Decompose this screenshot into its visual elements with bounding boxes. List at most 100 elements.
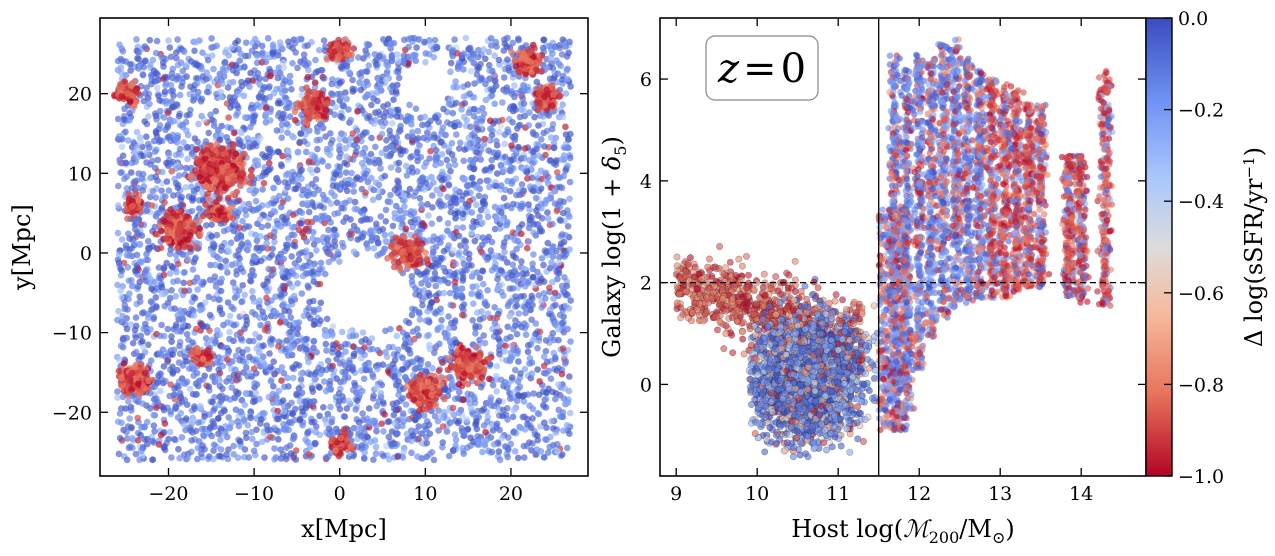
left-galaxy-point	[199, 189, 206, 197]
left-galaxy-point	[123, 428, 130, 436]
left-galaxy-point	[141, 423, 148, 431]
left-galaxy-point	[545, 112, 552, 119]
left-galaxy-point	[151, 278, 159, 286]
left-galaxy-point	[219, 80, 226, 87]
left-galaxy-point	[529, 265, 536, 273]
left-galaxy-point	[383, 152, 391, 159]
left-galaxy-point	[504, 381, 512, 389]
left-galaxy-point	[267, 363, 274, 371]
left-galaxy-point	[370, 120, 378, 127]
left-galaxy-point	[173, 55, 180, 62]
left-galaxy-point	[118, 143, 126, 151]
left-galaxy-point	[496, 456, 504, 464]
left-galaxy-point	[299, 272, 307, 280]
left-galaxy-point	[553, 367, 561, 374]
left-galaxy-point	[474, 433, 481, 440]
left-galaxy-point	[208, 116, 216, 124]
left-galaxy-point	[184, 155, 191, 163]
left-galaxy-point	[566, 373, 573, 380]
left-galaxy-point	[473, 71, 481, 78]
left-galaxy-point	[428, 173, 435, 181]
left-galaxy-point	[135, 170, 142, 177]
left-galaxy-point	[408, 311, 416, 319]
left-galaxy-point	[395, 57, 402, 65]
left-galaxy-point	[172, 180, 180, 187]
left-galaxy-point	[560, 395, 568, 402]
left-galaxy-point	[253, 206, 261, 213]
left-galaxy-point	[241, 446, 249, 453]
left-galaxy-point	[182, 164, 190, 172]
left-galaxy-point	[342, 89, 349, 96]
left-galaxy-point	[283, 444, 290, 452]
left-galaxy-point	[510, 103, 518, 111]
left-galaxy-point	[546, 75, 554, 82]
left-galaxy-point	[488, 156, 496, 164]
left-galaxy-point	[122, 128, 129, 136]
left-galaxy-point	[328, 80, 336, 88]
left-galaxy-point	[402, 401, 410, 408]
left-galaxy-point	[177, 151, 185, 159]
left-galaxy-point	[387, 40, 395, 47]
left-galaxy-point	[488, 163, 496, 171]
left-galaxy-point	[320, 404, 327, 411]
left-galaxy-point	[280, 369, 288, 377]
left-galaxy-point	[282, 171, 290, 179]
left-galaxy-point	[199, 73, 207, 80]
left-galaxy-point	[382, 206, 390, 214]
left-galaxy-point	[169, 351, 176, 358]
left-galaxy-point	[183, 61, 190, 69]
left-galaxy-point	[518, 258, 525, 265]
left-galaxy-point	[250, 104, 258, 111]
left-galaxy-point	[170, 192, 177, 199]
left-galaxy-point	[477, 206, 485, 214]
left-galaxy-point	[470, 112, 478, 120]
left-galaxy-point	[436, 215, 443, 223]
left-galaxy-point	[198, 95, 206, 103]
left-galaxy-point	[312, 440, 319, 447]
left-galaxy-point	[556, 197, 564, 205]
left-galaxy-point	[350, 222, 358, 230]
left-galaxy-point	[420, 287, 428, 294]
left-galaxy-point	[317, 299, 325, 307]
left-galaxy-point	[566, 38, 573, 46]
left-galaxy-point	[289, 435, 297, 443]
left-galaxy-point	[315, 186, 323, 194]
left-galaxy-point	[210, 441, 218, 449]
left-galaxy-point	[270, 195, 278, 202]
left-galaxy-point	[168, 333, 175, 340]
left-galaxy-point	[294, 263, 301, 270]
left-galaxy-point	[117, 287, 124, 295]
left-galaxy-point	[193, 80, 201, 87]
left-galaxy-point	[279, 397, 287, 404]
left-galaxy-point	[317, 202, 324, 210]
left-galaxy-point	[125, 252, 133, 259]
left-galaxy-point	[289, 211, 297, 219]
left-galaxy-point	[302, 346, 310, 353]
left-galaxy-point	[422, 317, 430, 325]
left-galaxy-point	[501, 40, 509, 47]
left-galaxy-point	[449, 380, 456, 387]
left-galaxy-point	[324, 162, 332, 170]
left-galaxy-point	[166, 428, 174, 436]
left-galaxy-point	[471, 137, 479, 145]
left-galaxy-point	[393, 113, 401, 120]
left-galaxy-point	[408, 273, 416, 280]
left-galaxy-point	[421, 113, 429, 121]
left-galaxy-point	[521, 283, 529, 290]
left-galaxy-point	[177, 196, 185, 203]
left-galaxy-point	[504, 126, 511, 133]
left-galaxy-point	[137, 138, 144, 145]
left-galaxy-point	[436, 340, 443, 348]
left-galaxy-point	[278, 364, 286, 371]
left-galaxy-point	[506, 395, 514, 403]
left-galaxy-point	[175, 112, 183, 120]
left-galaxy-point	[310, 190, 318, 198]
left-galaxy-point	[415, 412, 423, 420]
left-galaxy-point	[550, 243, 557, 250]
left-galaxy-point	[468, 262, 475, 269]
left-galaxy-point	[276, 319, 284, 326]
left-galaxy-point	[115, 450, 123, 458]
left-galaxy-point	[271, 238, 278, 246]
left-galaxy-point	[530, 274, 537, 281]
left-galaxy-point	[559, 76, 566, 83]
